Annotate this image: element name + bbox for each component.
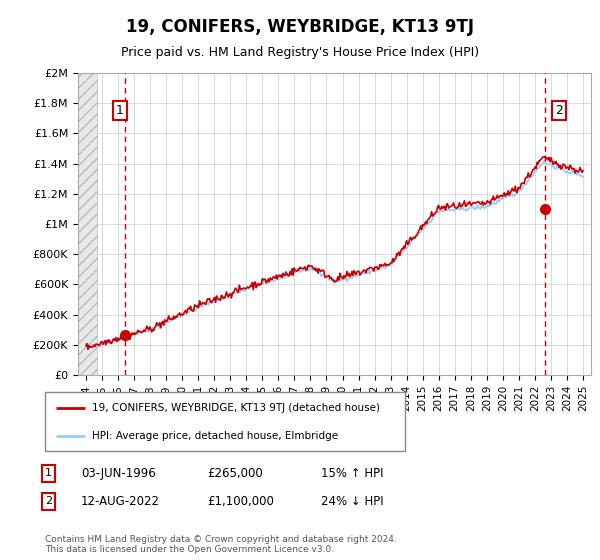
Text: Price paid vs. HM Land Registry's House Price Index (HPI): Price paid vs. HM Land Registry's House … bbox=[121, 46, 479, 59]
Text: HPI: Average price, detached house, Elmbridge: HPI: Average price, detached house, Elmb… bbox=[92, 431, 338, 441]
Text: Contains HM Land Registry data © Crown copyright and database right 2024.
This d: Contains HM Land Registry data © Crown c… bbox=[45, 535, 397, 554]
Text: 2: 2 bbox=[45, 496, 52, 506]
Text: £265,000: £265,000 bbox=[207, 466, 263, 480]
Text: £1,100,000: £1,100,000 bbox=[207, 494, 274, 508]
Text: 1: 1 bbox=[116, 104, 124, 117]
Text: 2: 2 bbox=[556, 104, 563, 117]
Text: 24% ↓ HPI: 24% ↓ HPI bbox=[321, 494, 383, 508]
Bar bbox=[78, 73, 97, 375]
Text: 12-AUG-2022: 12-AUG-2022 bbox=[81, 494, 160, 508]
Text: 19, CONIFERS, WEYBRIDGE, KT13 9TJ: 19, CONIFERS, WEYBRIDGE, KT13 9TJ bbox=[126, 18, 474, 36]
Text: 15% ↑ HPI: 15% ↑ HPI bbox=[321, 466, 383, 480]
FancyBboxPatch shape bbox=[45, 392, 405, 451]
Text: 03-JUN-1996: 03-JUN-1996 bbox=[81, 466, 156, 480]
Text: 1: 1 bbox=[45, 468, 52, 478]
Text: 19, CONIFERS, WEYBRIDGE, KT13 9TJ (detached house): 19, CONIFERS, WEYBRIDGE, KT13 9TJ (detac… bbox=[92, 403, 380, 413]
